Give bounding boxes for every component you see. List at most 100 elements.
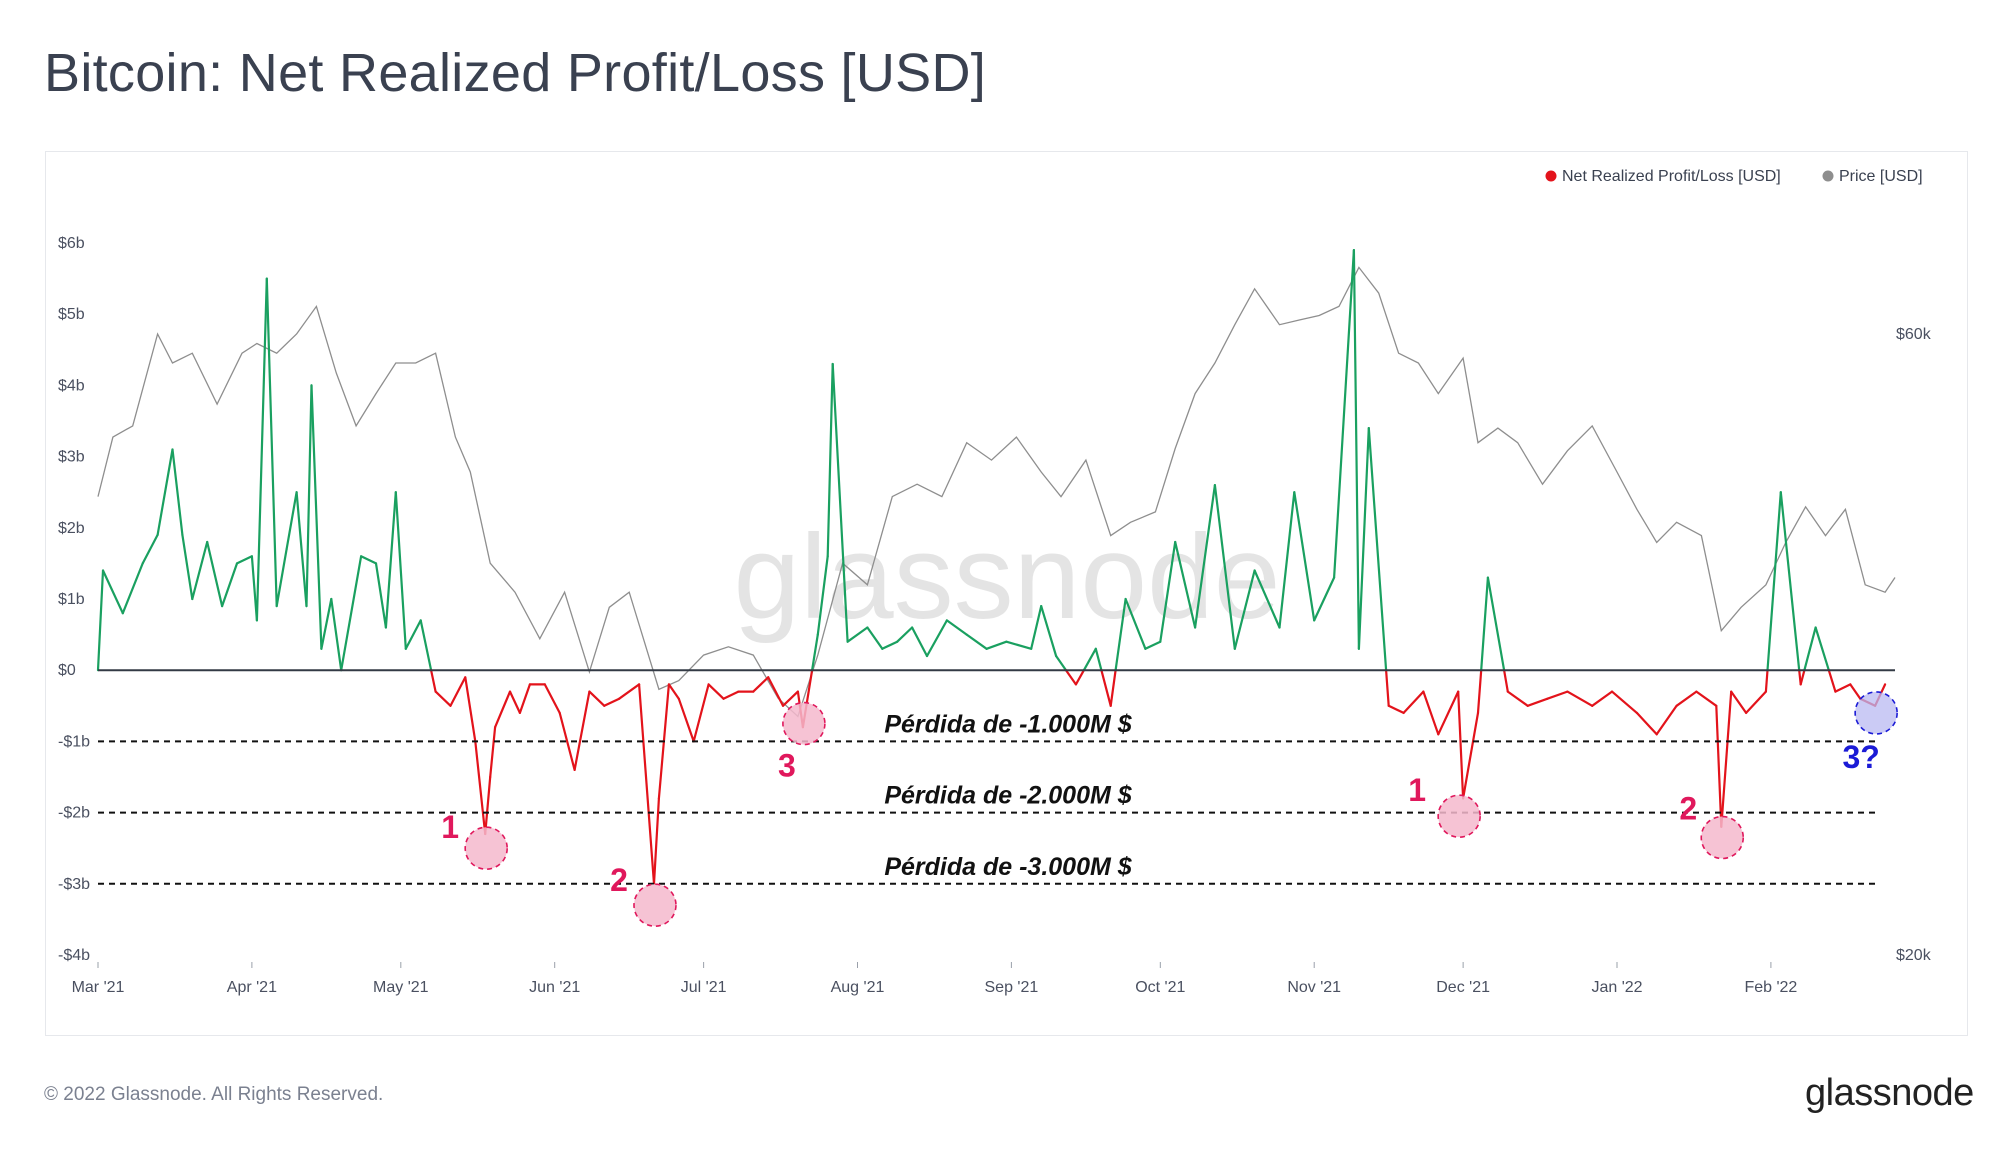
profit-segment bbox=[1486, 576, 1506, 672]
loss-segment bbox=[1730, 690, 1748, 715]
profit-segment bbox=[1766, 491, 1782, 672]
x-tick-label: Aug '21 bbox=[831, 979, 885, 996]
legend-label: Net Realized Profit/Loss [USD] bbox=[1562, 168, 1781, 185]
annotation-circle bbox=[633, 883, 677, 927]
profit-segment bbox=[925, 619, 949, 658]
profit-segment bbox=[310, 384, 323, 650]
profit-segment bbox=[831, 362, 849, 643]
loss-segment bbox=[1109, 669, 1117, 707]
annotation-label: 1 bbox=[441, 809, 459, 845]
profit-segment bbox=[1174, 540, 1197, 629]
loss-segment bbox=[1387, 704, 1405, 715]
loss-segment bbox=[677, 697, 695, 743]
profit-segment bbox=[1144, 640, 1162, 650]
profit-segment bbox=[181, 533, 194, 601]
loss-segment bbox=[1610, 690, 1639, 715]
loss-segment bbox=[558, 711, 576, 772]
loss-segment bbox=[1655, 704, 1678, 736]
loss-segment bbox=[722, 690, 740, 700]
y-left-tick-label: $4b bbox=[58, 377, 85, 394]
x-tick-label: Jan '22 bbox=[1591, 979, 1642, 996]
profit-segment bbox=[374, 562, 387, 629]
loss-segment bbox=[667, 683, 680, 700]
profit-segment bbox=[896, 626, 914, 643]
y-left-tick-label: -$3b bbox=[58, 876, 90, 893]
profit-segment bbox=[945, 619, 968, 636]
annotation-circle bbox=[1437, 794, 1481, 838]
loss-segment bbox=[1675, 690, 1698, 707]
loss-segment bbox=[1566, 690, 1594, 707]
profit-segment bbox=[419, 619, 433, 672]
loss-segment bbox=[1422, 690, 1440, 736]
profit-segment bbox=[965, 633, 988, 650]
profit-segment bbox=[1814, 626, 1830, 672]
profit-segment bbox=[206, 540, 224, 608]
annotation-circle-blue bbox=[1854, 691, 1898, 735]
profit-segment bbox=[221, 562, 239, 608]
x-tick-label: Sep '21 bbox=[985, 979, 1039, 996]
profit-segment bbox=[810, 633, 819, 672]
loss-segment bbox=[1402, 690, 1425, 715]
loss-segment bbox=[1476, 669, 1483, 715]
loss-segment bbox=[543, 683, 561, 715]
loss-segment bbox=[1695, 690, 1718, 707]
annotation-label: 2 bbox=[1679, 791, 1697, 827]
profit-segment bbox=[826, 362, 834, 558]
x-tick-label: Jul '21 bbox=[681, 979, 727, 996]
profit-segment bbox=[1159, 540, 1177, 643]
profit-segment bbox=[1124, 597, 1147, 650]
y-left-tick-label: -$2b bbox=[58, 805, 90, 822]
profit-segment bbox=[1233, 569, 1256, 650]
annotation-label: 2 bbox=[610, 862, 628, 898]
loss-segment bbox=[518, 683, 532, 715]
chart-frame bbox=[45, 151, 1968, 1036]
loss-segment bbox=[1461, 711, 1480, 800]
profit-segment bbox=[1357, 427, 1370, 650]
loss-segment bbox=[603, 697, 621, 707]
profit-segment bbox=[985, 640, 1008, 650]
profit-segment bbox=[384, 491, 397, 629]
profit-segment bbox=[910, 626, 929, 658]
loss-segment bbox=[1437, 690, 1460, 736]
loss-segment bbox=[1064, 669, 1078, 686]
profit-segment bbox=[96, 569, 105, 672]
loss-segment bbox=[1834, 683, 1852, 693]
profit-segment bbox=[285, 491, 298, 551]
loss-segment bbox=[767, 676, 785, 707]
loss-segment bbox=[1799, 669, 1806, 686]
y-left-tick-label: $5b bbox=[58, 306, 85, 323]
y-right-tick-label: $20k bbox=[1896, 947, 1932, 964]
loss-segment bbox=[781, 690, 800, 707]
profit-segment bbox=[394, 491, 407, 650]
loss-segment bbox=[1715, 704, 1723, 828]
footer-logo: glassnode bbox=[1805, 1072, 1974, 1114]
profit-segment bbox=[1313, 576, 1336, 622]
x-tick-label: Jun '21 bbox=[529, 979, 580, 996]
loss-segment bbox=[752, 676, 770, 693]
x-tick-label: Nov '21 bbox=[1287, 979, 1341, 996]
profit-segment bbox=[1367, 427, 1388, 672]
price-series-line bbox=[97, 266, 1896, 718]
profit-segment bbox=[235, 555, 253, 565]
page-title: Bitcoin: Net Realized Profit/Loss [USD] bbox=[44, 43, 987, 103]
footer-copyright: © 2022 Glassnode. All Rights Reserved. bbox=[44, 1084, 384, 1105]
loss-segment bbox=[434, 690, 452, 707]
loss-segment bbox=[1384, 669, 1390, 707]
profit-segment bbox=[816, 555, 829, 636]
profit-segment bbox=[156, 448, 174, 537]
profit-segment bbox=[846, 626, 869, 643]
loss-segment bbox=[484, 775, 492, 836]
reference-line-label: Pérdida de -3.000M $ bbox=[884, 853, 1132, 881]
loss-segment bbox=[464, 676, 477, 743]
loss-segment bbox=[1074, 669, 1086, 686]
annotation-label: 3? bbox=[1842, 739, 1879, 775]
profit-segment bbox=[275, 548, 288, 608]
profit-segment bbox=[404, 619, 422, 650]
profit-segment bbox=[295, 491, 308, 608]
loss-segment bbox=[1506, 690, 1529, 707]
profit-segment bbox=[171, 448, 184, 537]
profit-segment bbox=[320, 597, 333, 650]
annotation-circle bbox=[464, 826, 508, 871]
legend-marker bbox=[1545, 170, 1557, 182]
